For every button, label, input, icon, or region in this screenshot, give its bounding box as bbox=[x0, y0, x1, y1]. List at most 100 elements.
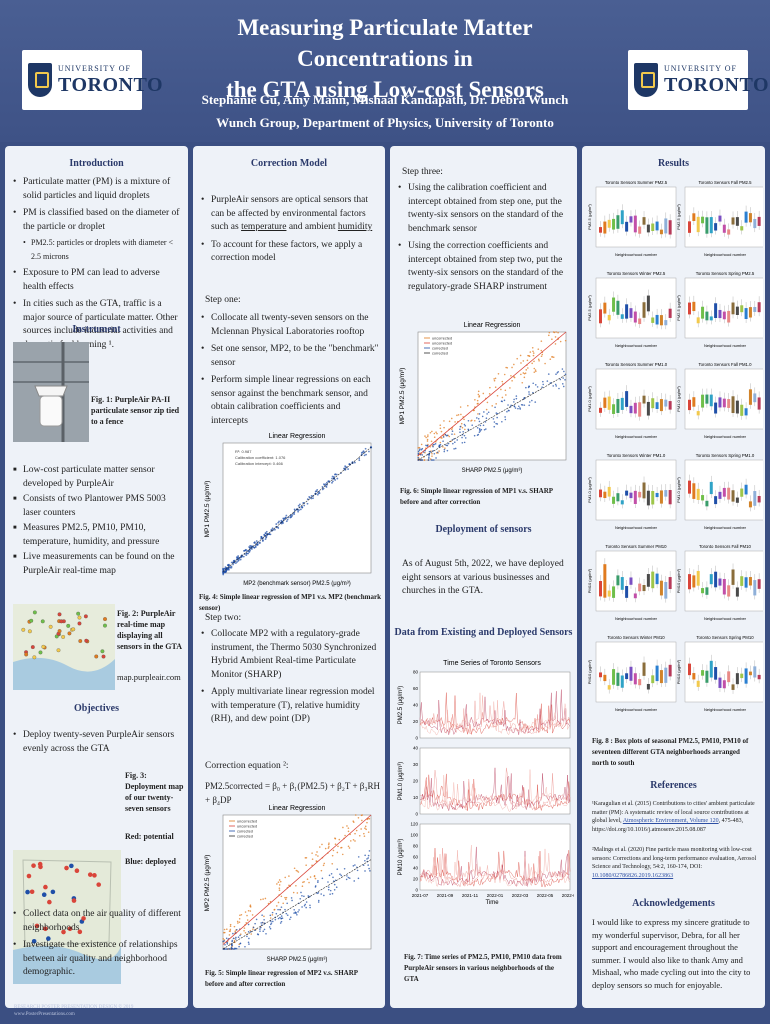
boxplot-box bbox=[599, 672, 602, 678]
boxplot-box bbox=[688, 399, 691, 411]
corrected-point bbox=[504, 416, 506, 418]
uncorrected-point bbox=[311, 852, 313, 854]
fig4-xlabel: MP2 (benchmark sensor) PM2.5 (μg/m³) bbox=[243, 581, 350, 587]
corrected-point bbox=[330, 873, 333, 875]
boxplot-xlabel: Neighbourhood number bbox=[615, 707, 658, 712]
logo-line1: UNIVERSITY OF bbox=[58, 64, 131, 73]
uncorrected-point bbox=[229, 925, 232, 928]
corrected-point bbox=[451, 430, 454, 432]
uncorrected-point bbox=[557, 331, 559, 334]
uncorrected-point bbox=[316, 851, 318, 853]
boxplot-box bbox=[740, 226, 744, 231]
corrected-point bbox=[340, 874, 343, 877]
fig4-point bbox=[290, 514, 292, 516]
purpleair-map-link[interactable]: map.purpleair.com bbox=[117, 672, 181, 682]
uncorrected-point bbox=[460, 422, 463, 425]
fig4-point bbox=[316, 493, 319, 496]
corrected-point bbox=[427, 459, 430, 461]
fig4-point bbox=[333, 475, 335, 478]
instrument-bullet-3: Measures PM2.5, PM10, PM10, temperature,… bbox=[13, 522, 181, 549]
boxplot-box bbox=[727, 399, 731, 408]
uncorrected-point bbox=[244, 931, 247, 934]
corrected-point bbox=[261, 921, 264, 924]
boxplot-box bbox=[731, 684, 735, 690]
fig7-caption: Fig. 7: Time series of PM2.5, PM10, PM10… bbox=[404, 953, 562, 983]
fig3-caption: Fig. 3: Deployment map of our twenty-sev… bbox=[125, 771, 184, 813]
fig4-point bbox=[314, 490, 317, 493]
boxplot-box bbox=[655, 492, 659, 498]
corrected-point bbox=[254, 922, 256, 925]
uncorrected-point bbox=[439, 441, 442, 444]
uncorrected-point bbox=[226, 928, 228, 931]
fig5-svg: Linear Regression SHARP PM2.5 (μg/m³) MP… bbox=[204, 805, 372, 963]
boxplot-box bbox=[731, 569, 735, 585]
corrected-point bbox=[513, 405, 516, 407]
fig4-point bbox=[269, 533, 272, 536]
timeseries-ytick: 20 bbox=[413, 779, 419, 784]
corrected-point bbox=[493, 425, 496, 428]
boxplot-box bbox=[612, 297, 616, 312]
map-sensor-dot bbox=[32, 655, 37, 660]
corrected-point bbox=[447, 442, 450, 445]
corrected-point bbox=[471, 424, 473, 426]
boxplot-box bbox=[659, 490, 663, 504]
uncorrected-point bbox=[296, 892, 299, 894]
reference-1-link[interactable]: Atmospheric Environment, Volume 120 bbox=[622, 818, 719, 824]
timeseries-xtick: 2022-03 bbox=[512, 893, 529, 898]
corrected-point bbox=[316, 892, 318, 895]
boxplot-box bbox=[705, 500, 709, 507]
corrected-point bbox=[362, 864, 365, 867]
boxplot-box bbox=[655, 573, 659, 585]
corrected-fit-line bbox=[417, 374, 567, 461]
legend-red-potential: Red: potential bbox=[125, 832, 174, 841]
boxplot-box bbox=[612, 404, 616, 414]
boxplot-box bbox=[731, 490, 735, 502]
timeseries-ylabel: PM10 (μg/m³) bbox=[398, 839, 404, 876]
boxplot-box bbox=[744, 211, 748, 223]
uncorrected-point bbox=[438, 450, 440, 452]
corrected-point bbox=[492, 418, 495, 420]
boxplot-box bbox=[625, 221, 629, 232]
boxplot-box bbox=[616, 300, 620, 315]
timeseries-ytick: 0 bbox=[415, 736, 418, 741]
corrected-point bbox=[222, 940, 224, 943]
potential-sensor-marker bbox=[64, 865, 69, 871]
boxplot-box bbox=[744, 408, 748, 416]
boxplot-ylabel: PM10 (μg/m³) bbox=[676, 568, 681, 593]
corrected-point bbox=[443, 450, 446, 453]
uncorrected-point bbox=[525, 369, 528, 371]
purpleair-sensor-photo bbox=[13, 342, 89, 442]
reference-2-link[interactable]: 10.1080/02786826.2019.1623863 bbox=[592, 872, 674, 879]
uncorrected-point bbox=[433, 432, 436, 435]
legend-blue-deployed: Blue: deployed bbox=[125, 857, 176, 866]
boxplot-ylabel: PM10 (μg/m³) bbox=[587, 568, 592, 593]
boxplot-box bbox=[638, 226, 642, 234]
corrected-point bbox=[286, 902, 288, 905]
uncorrected-point bbox=[554, 336, 557, 338]
footer-line1: RESEARCH POSTER PRESENTATION DESIGN © 20… bbox=[14, 1005, 134, 1010]
boxplot-box bbox=[731, 302, 735, 315]
map-sensor-dot bbox=[56, 648, 61, 653]
uncorrected-point bbox=[448, 420, 451, 423]
boxplot-box bbox=[607, 396, 611, 410]
corrected-point bbox=[432, 450, 434, 452]
timeseries-ytick: 20 bbox=[413, 877, 419, 882]
boxplot-xlabel: Neighbourhood number bbox=[615, 252, 658, 257]
uncorrected-point bbox=[363, 835, 366, 837]
fig4-point bbox=[301, 506, 304, 509]
corrected-point bbox=[224, 943, 226, 946]
corrected-point bbox=[248, 943, 250, 945]
fig4-point bbox=[331, 481, 333, 484]
fig1-caption: Fig. 1: PurpleAir PA-II particulate sens… bbox=[91, 395, 180, 426]
timeseries-line bbox=[419, 769, 571, 812]
corrected-point bbox=[331, 892, 334, 895]
timeseries-ytick: 10 bbox=[413, 795, 419, 800]
map-sensor-dot bbox=[41, 644, 46, 649]
fig4-point bbox=[228, 563, 230, 566]
equation-label: Correction equation ²: bbox=[205, 761, 289, 771]
map-sensor-dot bbox=[103, 623, 107, 628]
corrected-point bbox=[461, 436, 463, 439]
timeseries-ytick: 0 bbox=[415, 888, 418, 893]
corrected-point bbox=[419, 459, 422, 461]
map-sensor-dot bbox=[29, 618, 34, 623]
